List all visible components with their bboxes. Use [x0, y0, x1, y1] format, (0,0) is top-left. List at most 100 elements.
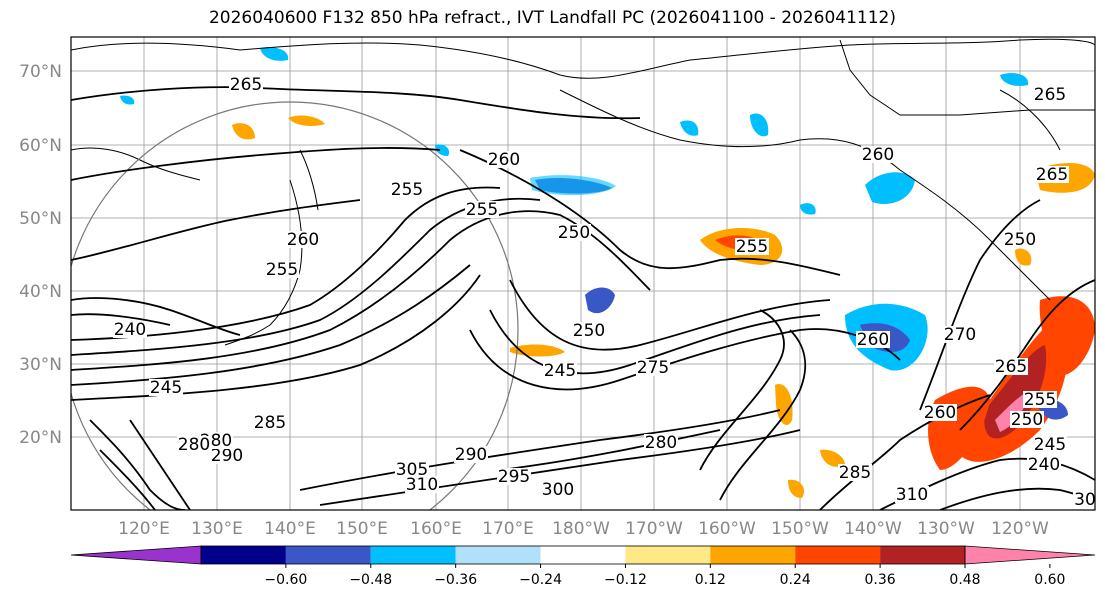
lat-label: 20°N: [19, 428, 62, 448]
contour-label: 300: [542, 480, 574, 500]
lon-label: 120°E: [118, 519, 170, 539]
colorbar-tick-label: −0.12: [604, 572, 647, 588]
contour-label: 250: [573, 321, 605, 341]
lat-label: 40°N: [19, 282, 62, 302]
contour-label-bg: [1023, 391, 1057, 408]
contour-label: 305: [396, 460, 428, 480]
lon-label: 130°E: [191, 519, 243, 539]
contour-label: 260: [287, 230, 319, 250]
lon-label: 150°W: [771, 519, 829, 539]
lon-label: 150°E: [336, 519, 388, 539]
shade-blue-alaska1: [750, 113, 769, 137]
contour-label: 310: [896, 485, 928, 505]
contour-label: 285: [254, 413, 286, 433]
shade-orange-okhotsk: [288, 115, 325, 126]
contour-label-bg: [497, 468, 531, 485]
colorbar-tick-label: −0.24: [519, 572, 562, 588]
contour-label: 255: [1024, 390, 1056, 410]
contour-label-bg: [1033, 86, 1067, 103]
contour-label: 245: [150, 378, 182, 398]
contour-label-bg: [1033, 436, 1067, 453]
contour-label-bg: [861, 146, 895, 163]
contour-label-bg: [1027, 456, 1061, 473]
contour-label: 290: [455, 445, 487, 465]
great-circle: [71, 101, 519, 510]
contour-label-bg: [465, 201, 499, 218]
contour-label: 255: [391, 180, 423, 200]
lon-label: 120°W: [991, 519, 1049, 539]
colorbar-segment: [795, 546, 881, 564]
contour-label-bg: [253, 414, 287, 431]
colorbar-extend-low: [70, 545, 202, 565]
contour-label-bg: [113, 321, 147, 338]
map-title: 2026040600 F132 850 hPa refract., IVT La…: [208, 8, 896, 28]
contour-label: 255: [466, 200, 498, 220]
contour-label: 250: [1004, 230, 1036, 250]
contour-label: 285: [839, 463, 871, 483]
colorbar-segment: [201, 546, 286, 564]
shade-blue-aleutian-edge: [530, 175, 616, 196]
lat-label: 50°N: [19, 209, 62, 229]
map-frame: [70, 36, 1096, 511]
contour-label-bg: [943, 326, 977, 343]
colorbar-segment: [540, 546, 626, 564]
contour-label: 265: [995, 357, 1027, 377]
contour-label-bg: [1073, 491, 1095, 508]
colorbar-tick-label: −0.48: [349, 572, 392, 588]
contour-label-bg: [838, 464, 872, 481]
contour-label-bg: [265, 261, 299, 278]
contour-label-bg: [644, 434, 678, 451]
longitude-labels: 120°E 130°E 140°E 150°E 160°E 170°E 180°W 170°W…: [118, 519, 1049, 539]
contour-label-bg: [636, 359, 670, 376]
contour-label: 250: [558, 223, 590, 243]
shade-orange-150w-20n: [775, 384, 793, 425]
contour-label-bg: [994, 358, 1028, 375]
contour-label: 240: [1028, 455, 1060, 475]
shade-red-core: [984, 345, 1047, 439]
colorbar-tick-label: 0.24: [780, 572, 811, 588]
contour-label-bg: [923, 404, 957, 421]
contour-label: 280: [645, 433, 677, 453]
shade-blue-small2: [800, 203, 816, 215]
contour-label: 260: [862, 145, 894, 165]
contour-label-bg: [1003, 231, 1037, 248]
colorbar-frame: [200, 545, 966, 565]
colorbar-extend-high: [964, 545, 1096, 565]
contour-label-bg: [286, 231, 320, 248]
contour-label-bg: [487, 151, 521, 168]
lon-label: 180°W: [552, 519, 610, 539]
contour-label: 265: [1034, 85, 1066, 105]
colorbar-tick-label: 0.36: [865, 572, 896, 588]
lat-label: 30°N: [19, 355, 62, 375]
shade-orange-right: [1039, 296, 1095, 376]
shade-orange-790: [788, 479, 805, 498]
contour-label: 245: [1034, 435, 1066, 455]
coastlines: [71, 38, 1095, 346]
contour-label: 260: [924, 403, 956, 423]
colorbar-segment: [285, 546, 371, 564]
contour-label-bg: [395, 461, 429, 478]
contour-label-bg: [1035, 166, 1069, 183]
contour-label-bg: [543, 362, 577, 379]
contour-label-bg: [177, 436, 211, 453]
colorbar-tick-label: 0.60: [1034, 572, 1065, 588]
contour-label-bg: [1010, 411, 1044, 428]
contour-label: 280: [178, 435, 210, 455]
lon-label: 160°W: [698, 519, 756, 539]
contour-label-bg: [210, 447, 244, 464]
contour-label-bg: [557, 224, 591, 241]
lat-label: 70°N: [19, 62, 62, 82]
latitude-labels: 70°N 60°N 50°N 40°N 30°N 20°N: [19, 62, 62, 448]
contour-label-bg: [735, 238, 769, 255]
contour-label: 240: [114, 320, 146, 340]
shade-blue-chukotka: [435, 144, 450, 156]
contour-label: 290: [211, 446, 243, 466]
colorbar-tick-label: 0.12: [695, 572, 726, 588]
lon-label: 170°W: [625, 519, 683, 539]
colorbar-segment: [455, 546, 541, 564]
contour-label: 255: [266, 260, 298, 280]
contour-label-bg: [856, 331, 890, 348]
shade-blue-japan: [260, 47, 289, 61]
colorbar-segment: [625, 546, 711, 564]
